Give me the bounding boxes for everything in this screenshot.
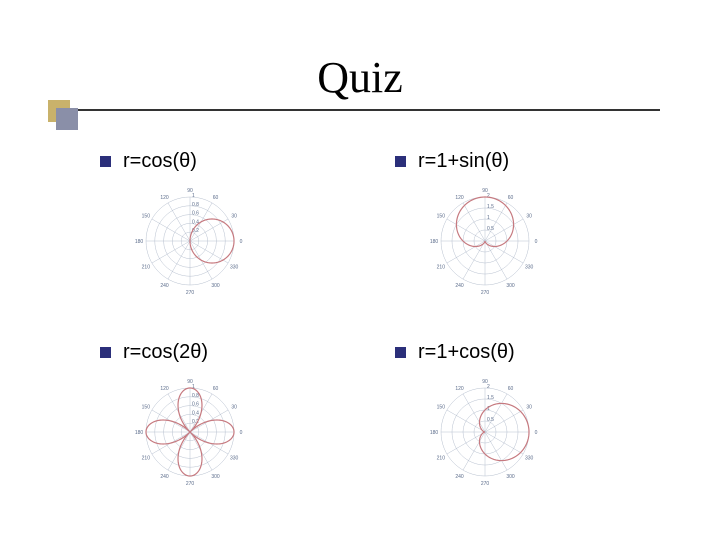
bullet-icon — [100, 156, 111, 167]
svg-text:120: 120 — [455, 386, 464, 392]
quiz-item: r=1+cos(θ) 03060901201501802102402703003… — [395, 341, 660, 492]
svg-text:270: 270 — [186, 290, 195, 296]
svg-text:1.5: 1.5 — [487, 204, 494, 210]
item-header: r=cos(2θ) — [100, 341, 365, 364]
svg-text:180: 180 — [135, 239, 144, 245]
svg-text:120: 120 — [455, 195, 464, 201]
svg-text:0.6: 0.6 — [192, 402, 199, 408]
svg-text:60: 60 — [508, 386, 514, 392]
svg-text:240: 240 — [455, 474, 464, 480]
svg-text:210: 210 — [437, 265, 446, 271]
bullet-icon — [395, 347, 406, 358]
polar-plot: 03060901201501802102402703003300.20.40.6… — [130, 181, 250, 301]
svg-text:1: 1 — [192, 193, 195, 199]
polar-plot: 03060901201501802102402703003300.20.40.6… — [130, 372, 250, 492]
svg-text:270: 270 — [481, 290, 490, 296]
svg-text:180: 180 — [430, 239, 439, 245]
svg-text:120: 120 — [160, 386, 169, 392]
svg-text:0: 0 — [535, 239, 538, 245]
item-header: r=cos(θ) — [100, 150, 365, 173]
svg-text:30: 30 — [231, 405, 237, 411]
polar-plot: 03060901201501802102402703003300.511.52 — [425, 372, 545, 492]
svg-text:210: 210 — [437, 456, 446, 462]
page-title: Quiz — [60, 52, 660, 103]
quiz-item: r=cos(θ) 0306090120150180210240270300330… — [100, 150, 365, 301]
svg-text:210: 210 — [142, 265, 151, 271]
bullet-icon — [100, 347, 111, 358]
svg-text:240: 240 — [160, 474, 169, 480]
svg-text:300: 300 — [506, 283, 515, 289]
svg-text:300: 300 — [211, 283, 220, 289]
svg-text:1.5: 1.5 — [487, 395, 494, 401]
polar-plot: 03060901201501802102402703003300.511.52 — [425, 181, 545, 301]
svg-text:330: 330 — [230, 265, 239, 271]
item-label: r=1+sin(θ) — [418, 150, 509, 173]
svg-text:0: 0 — [535, 430, 538, 436]
item-header: r=1+cos(θ) — [395, 341, 660, 364]
svg-text:30: 30 — [526, 405, 532, 411]
svg-text:330: 330 — [525, 265, 534, 271]
svg-text:270: 270 — [481, 481, 490, 487]
svg-text:330: 330 — [525, 456, 534, 462]
svg-text:300: 300 — [506, 474, 515, 480]
svg-text:150: 150 — [437, 214, 446, 220]
svg-text:270: 270 — [186, 481, 195, 487]
svg-text:0.6: 0.6 — [192, 211, 199, 217]
svg-text:210: 210 — [142, 456, 151, 462]
bullet-icon — [395, 156, 406, 167]
svg-text:0: 0 — [240, 239, 243, 245]
svg-text:30: 30 — [526, 214, 532, 220]
svg-text:150: 150 — [142, 405, 151, 411]
svg-text:60: 60 — [213, 195, 219, 201]
quiz-grid: r=cos(θ) 0306090120150180210240270300330… — [100, 150, 660, 492]
svg-text:2: 2 — [487, 384, 490, 390]
svg-text:1: 1 — [487, 215, 490, 221]
svg-text:0.5: 0.5 — [487, 417, 494, 423]
svg-text:150: 150 — [142, 214, 151, 220]
svg-text:150: 150 — [437, 405, 446, 411]
title-area: Quiz — [60, 52, 660, 111]
item-label: r=1+cos(θ) — [418, 341, 515, 364]
svg-text:180: 180 — [135, 430, 144, 436]
svg-text:60: 60 — [213, 386, 219, 392]
svg-text:120: 120 — [160, 195, 169, 201]
svg-text:300: 300 — [211, 474, 220, 480]
item-label: r=cos(θ) — [123, 150, 197, 173]
svg-text:0.4: 0.4 — [192, 410, 199, 416]
item-label: r=cos(2θ) — [123, 341, 208, 364]
svg-text:240: 240 — [160, 283, 169, 289]
item-header: r=1+sin(θ) — [395, 150, 660, 173]
quiz-item: r=1+sin(θ) 03060901201501802102402703003… — [395, 150, 660, 301]
svg-text:0.5: 0.5 — [487, 226, 494, 232]
quiz-item: r=cos(2θ) 030609012015018021024027030033… — [100, 341, 365, 492]
svg-text:330: 330 — [230, 456, 239, 462]
svg-text:240: 240 — [455, 283, 464, 289]
svg-text:180: 180 — [430, 430, 439, 436]
svg-text:30: 30 — [231, 214, 237, 220]
svg-text:60: 60 — [508, 195, 514, 201]
svg-text:2: 2 — [487, 193, 490, 199]
accent-square-inner — [56, 108, 78, 130]
svg-text:0.8: 0.8 — [192, 202, 199, 208]
title-underline — [60, 109, 660, 111]
svg-text:0.8: 0.8 — [192, 393, 199, 399]
svg-text:0: 0 — [240, 430, 243, 436]
